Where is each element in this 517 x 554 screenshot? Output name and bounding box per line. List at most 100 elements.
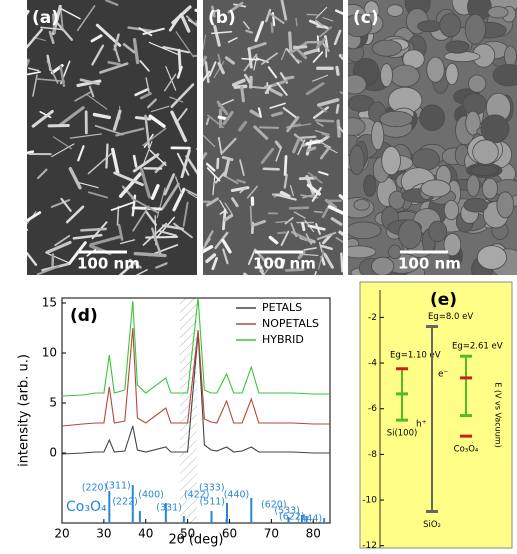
grain <box>440 13 461 36</box>
grain <box>446 63 458 84</box>
petal <box>285 77 293 78</box>
legend-label: NOPETALS <box>262 317 319 330</box>
petal <box>290 33 291 50</box>
material-label: Co₃O₄ <box>454 445 479 455</box>
x-tick-label: 30 <box>96 527 111 541</box>
grain <box>429 221 447 242</box>
grain <box>380 111 413 126</box>
petal <box>317 26 324 27</box>
y-tick-label: -6 <box>368 404 377 414</box>
grain <box>482 178 497 199</box>
petal <box>117 207 118 225</box>
grain <box>399 220 422 249</box>
petal <box>300 137 315 138</box>
grain <box>488 7 508 18</box>
reference-label: (444) <box>297 514 323 525</box>
reference-label: (511) <box>199 497 225 508</box>
petal <box>278 232 285 233</box>
petal <box>296 18 297 25</box>
petal <box>17 230 27 234</box>
reference-label: (222) <box>112 497 138 508</box>
petal <box>179 50 180 70</box>
y-tick-label: -8 <box>368 450 377 460</box>
grain <box>421 180 450 197</box>
material-label: Si(100) <box>387 429 418 439</box>
petal <box>307 14 318 15</box>
grain <box>382 146 401 174</box>
grain <box>420 105 445 131</box>
gap-label: Eg=2.61 eV <box>452 342 503 352</box>
x-axis-title: 2θ (deg) <box>168 533 223 548</box>
x-tick-label: 60 <box>222 527 237 541</box>
sem-image: (a) 100 nm <box>10 0 215 286</box>
grain <box>372 257 394 275</box>
petal <box>260 127 278 128</box>
y-tick-label: -12 <box>362 541 377 550</box>
panel-label: (a) <box>32 8 59 28</box>
grain <box>342 246 376 258</box>
scale-bar-label: 100 nm <box>398 255 461 273</box>
petal <box>242 87 244 101</box>
petal <box>106 145 107 168</box>
grain <box>372 40 401 56</box>
petal <box>264 169 279 170</box>
carrier-label: e⁻ <box>438 370 449 380</box>
grain <box>371 121 383 150</box>
petal <box>341 254 342 272</box>
carrier-label: h⁺ <box>416 420 427 430</box>
y-tick-label: 0 <box>49 446 57 460</box>
x-tick-label: 80 <box>306 527 321 541</box>
petal <box>337 67 338 74</box>
grain <box>427 57 444 82</box>
grain <box>471 165 497 175</box>
grain <box>349 145 364 174</box>
petal <box>337 105 338 112</box>
material-label: SiO₂ <box>423 520 441 530</box>
sem-image: (b) 100 nm <box>190 0 357 285</box>
reference-label: (400) <box>138 490 164 501</box>
petal <box>252 87 265 88</box>
petal <box>272 23 273 31</box>
y-tick-label: -4 <box>368 359 377 369</box>
legend-label: PETALS <box>262 301 302 314</box>
scale-bar-label: 100 nm <box>77 255 140 273</box>
scale-bar-label: 100 nm <box>253 255 316 273</box>
grain <box>497 192 514 218</box>
grain <box>340 118 366 136</box>
grain <box>342 75 366 94</box>
grain <box>464 198 488 212</box>
grain <box>467 175 480 196</box>
panel-label: (e) <box>430 290 457 310</box>
grain <box>354 199 369 210</box>
petal <box>338 121 339 136</box>
petal <box>245 274 256 283</box>
petal <box>81 229 105 230</box>
petal <box>136 118 150 119</box>
grain <box>446 41 469 53</box>
gap-label: Eg=1.10 eV <box>390 350 441 360</box>
panel-label: (d) <box>70 306 98 326</box>
sem-image: (c)100 nm <box>339 0 517 283</box>
petal <box>300 178 315 179</box>
grain <box>473 140 499 165</box>
petal <box>251 207 252 226</box>
petal <box>294 47 305 48</box>
grain <box>504 46 516 67</box>
legend-label: HYBRID <box>262 333 304 346</box>
y-tick-label: -2 <box>368 313 377 323</box>
reference-name: Co₃O₄ <box>66 499 107 515</box>
petal <box>219 117 225 118</box>
gap-label: Eg=8.0 eV <box>428 312 473 322</box>
grain <box>477 246 506 270</box>
y-tick-label: -10 <box>362 496 377 506</box>
y-tick-label: 15 <box>42 296 57 310</box>
petal <box>285 157 286 175</box>
reference-label: (440) <box>224 490 250 501</box>
x-tick-label: 40 <box>138 527 153 541</box>
grain <box>364 175 376 196</box>
panel-label: (b) <box>208 8 236 28</box>
grain <box>465 14 485 44</box>
reference-label: (311) <box>105 481 131 492</box>
petal <box>315 212 322 213</box>
